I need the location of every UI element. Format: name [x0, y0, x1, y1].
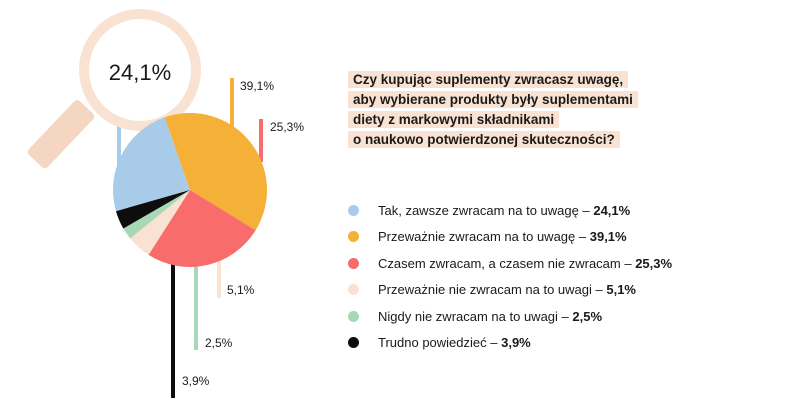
pie-slice: [164, 112, 268, 231]
leader-line: [217, 246, 221, 298]
pie-slice: [123, 190, 190, 239]
legend-label: Trudno powiedzieć – 3,9%: [378, 335, 531, 350]
leader-line: [259, 119, 263, 162]
legend-label: Tak, zawsze zwracam na to uwagę – 24,1%: [378, 202, 631, 218]
leader-line: [171, 254, 175, 398]
magnifier-glass-icon: [27, 9, 201, 169]
slice-value-label: 5,1%: [227, 283, 255, 297]
leader-line: [194, 254, 198, 350]
legend-dot: [348, 204, 359, 216]
legend-dot: [348, 284, 359, 295]
pie-slice: [115, 190, 190, 229]
slice-value-label: 39,1%: [240, 79, 274, 93]
legend-label: Przeważnie nie zwracam na to uwagi – 5,1…: [378, 282, 636, 297]
legend-item: Nigdy nie zwracam na to uwagi – 2,5%: [348, 303, 788, 329]
legend-dot: [348, 310, 359, 322]
legend-item: Trudno powiedzieć – 3,9%: [348, 330, 788, 356]
legend-dot: [348, 337, 359, 348]
legend-label: Nigdy nie zwracam na to uwagi – 2,5%: [378, 308, 603, 324]
pie-slices: [112, 112, 268, 268]
pie-slice: [112, 117, 190, 212]
question-line: aby wybierane produkty były suplementami: [348, 91, 638, 108]
leader-line: [230, 78, 234, 128]
magnifier-handle: [27, 100, 95, 169]
legend-item: Tak, zawsze zwracam na to uwagę – 24,1%: [348, 197, 788, 223]
highlight-value: 24,1%: [109, 60, 171, 85]
slice-value-label: 2,5%: [205, 336, 233, 350]
leader-lines: [117, 78, 263, 398]
magnifier-lens: [79, 9, 201, 131]
slice-value-label: 3,9%: [182, 374, 210, 388]
legend-dot: [348, 257, 359, 269]
pie-slice: [148, 190, 256, 268]
question-line: diety z markowymi składnikami: [348, 111, 560, 128]
legend-label: Przeważnie zwracam na to uwagę – 39,1%: [378, 229, 627, 244]
legend-item: Przeważnie zwracam na to uwagę – 39,1%: [348, 224, 788, 250]
legend-item: Czasem zwracam, a czasem nie zwracam – 2…: [348, 250, 788, 276]
slice-labels: 39,1% 25,3% 5,1% 2,5% 3,9%: [182, 79, 304, 388]
slice-value-label: 25,3%: [270, 120, 304, 134]
chart-question: Czy kupując suplementy zwracasz uwagę, a…: [348, 70, 688, 150]
question-line: Czy kupując suplementy zwracasz uwagę,: [348, 71, 629, 88]
leader-line: [117, 116, 121, 176]
pie-slice: [130, 190, 190, 255]
legend-item: Przeważnie nie zwracam na to uwagi – 5,1…: [348, 277, 788, 303]
legend-dot: [348, 231, 359, 242]
legend-label: Czasem zwracam, a czasem nie zwracam – 2…: [378, 255, 673, 271]
legend: Tak, zawsze zwracam na to uwagę – 24,1% …: [348, 197, 788, 356]
question-line: o naukowo potwierdzonej skuteczności?: [348, 131, 620, 148]
